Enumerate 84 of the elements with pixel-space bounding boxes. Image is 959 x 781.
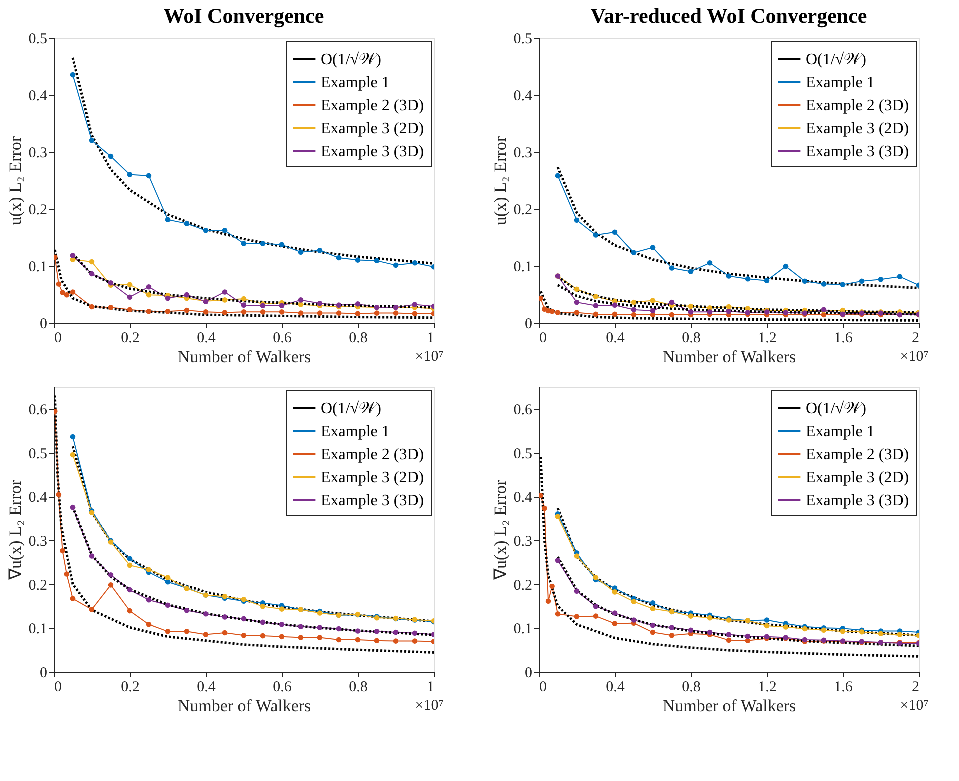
y-tick-label: 0.6 xyxy=(28,402,48,418)
x-tick-label: 0.8 xyxy=(682,680,701,696)
legend-label: Example 3 (2D) xyxy=(321,120,424,138)
y-axis-title: ∇u(x) L₂ Error xyxy=(490,480,510,582)
y-tick-label: 0.3 xyxy=(28,534,48,550)
x-tick-label: 0 xyxy=(540,330,547,346)
y-tick-label: 0.2 xyxy=(514,578,532,594)
y-tick-label: 0.4 xyxy=(28,490,48,506)
legend-label: Example 3 (2D) xyxy=(806,120,910,138)
x-tick-label: 0 xyxy=(54,330,62,346)
legend-label: Example 3 (3D) xyxy=(321,144,424,160)
x-tick-label: 1.2 xyxy=(758,330,777,346)
y-tick-label: 0.6 xyxy=(514,402,533,418)
y-tick-label: 0.3 xyxy=(514,146,532,162)
y-tick-label: 0.4 xyxy=(514,88,533,104)
legend-label: Example 1 xyxy=(806,424,875,440)
legend-label: Example 3 (2D) xyxy=(806,470,910,486)
legend-label: Example 1 xyxy=(321,424,390,440)
x-tick-label: 0.4 xyxy=(197,680,216,696)
x-axis-title: Number of Walkers xyxy=(662,696,796,716)
y-tick-label: 0.5 xyxy=(28,446,48,462)
legend-label: Example 3 (2D) xyxy=(321,470,424,486)
x-tick-label: 1 xyxy=(427,680,434,696)
x-tick-label: 1 xyxy=(427,330,434,346)
y-axis-title: u(x) L₂ Error xyxy=(6,136,25,226)
y-tick-label: 0.1 xyxy=(514,622,532,638)
y-tick-label: 0.5 xyxy=(514,446,532,462)
legend-label: Example 3 (3D) xyxy=(806,144,910,160)
text: ×10⁷ xyxy=(415,349,444,365)
legend-label: Example 2 (3D) xyxy=(321,98,424,114)
y-tick-label: 0.5 xyxy=(514,32,532,48)
x-tick-label: 0.2 xyxy=(121,330,140,346)
x-tick-label: 1.6 xyxy=(834,330,854,346)
legend-label: Example 2 (3D) xyxy=(806,98,910,114)
y-tick-label: 0.1 xyxy=(28,622,48,638)
y-tick-label: 0.3 xyxy=(514,534,532,550)
x-tick-label: 0.4 xyxy=(197,330,216,346)
y-tick-label: 0.1 xyxy=(514,260,532,276)
y-tick-label: 0 xyxy=(40,666,48,682)
x-tick-label: 0.8 xyxy=(682,330,701,346)
chart-title: WoI Convergence xyxy=(164,4,324,28)
legend-label: Example 3 (3D) xyxy=(806,492,910,510)
legend-label: O(1/√𝒲) xyxy=(806,400,866,418)
legend-label: Example 2 (3D) xyxy=(321,446,424,464)
legend-label: O(1/√𝒲) xyxy=(321,400,382,418)
x-tick-label: 2 xyxy=(912,680,920,696)
y-tick-label: 0 xyxy=(525,666,532,682)
x-axis-title: Number of Walkers xyxy=(178,696,312,716)
x-tick-label: 0.8 xyxy=(349,680,368,696)
y-tick-label: 0.5 xyxy=(28,32,48,48)
y-tick-label: 0 xyxy=(40,316,48,332)
legend-label: Example 2 (3D) xyxy=(806,446,910,464)
x-tick-label: 0.6 xyxy=(273,680,292,696)
x-tick-label: 0.4 xyxy=(606,330,626,346)
y-tick-label: 0.4 xyxy=(28,88,48,104)
x-tick-label: 1.6 xyxy=(834,680,854,696)
legend-label: O(1/√𝒲) xyxy=(321,52,382,68)
y-axis-title: u(x) L₂ Error xyxy=(490,136,510,226)
x-tick-label: 0.2 xyxy=(121,680,140,696)
x-tick-label: 0.4 xyxy=(606,680,626,696)
y-axis-title: ∇u(x) L₂ Error xyxy=(6,480,25,582)
y-tick-label: 0.1 xyxy=(28,260,48,276)
x-tick-label: 0.6 xyxy=(273,330,292,346)
x-tick-label: 0.8 xyxy=(349,330,368,346)
x-tick-label: 0 xyxy=(54,680,62,696)
x-tick-label: 2 xyxy=(912,330,920,346)
x-tick-label: 0 xyxy=(540,680,547,696)
y-tick-label: 0.4 xyxy=(514,490,533,506)
text: ×10⁷ xyxy=(900,349,929,365)
text: ×10⁷ xyxy=(900,698,929,714)
legend-label: Example 1 xyxy=(321,74,390,92)
legend-label: O(1/√𝒲) xyxy=(806,52,866,68)
x-axis-title: Number of Walkers xyxy=(178,348,312,366)
y-tick-label: 0.2 xyxy=(28,202,48,218)
x-tick-label: 1.2 xyxy=(758,680,777,696)
text: ×10⁷ xyxy=(415,698,444,714)
y-tick-label: 0.2 xyxy=(514,202,532,218)
y-tick-label: 0 xyxy=(525,316,532,332)
y-tick-label: 0.2 xyxy=(28,578,48,594)
chart-title: Var-reduced WoI Convergence xyxy=(590,4,868,28)
x-axis-title: Number of Walkers xyxy=(662,348,796,366)
legend-label: Example 1 xyxy=(806,74,875,92)
legend-label: Example 3 (3D) xyxy=(321,492,424,510)
y-tick-label: 0.3 xyxy=(28,146,48,162)
